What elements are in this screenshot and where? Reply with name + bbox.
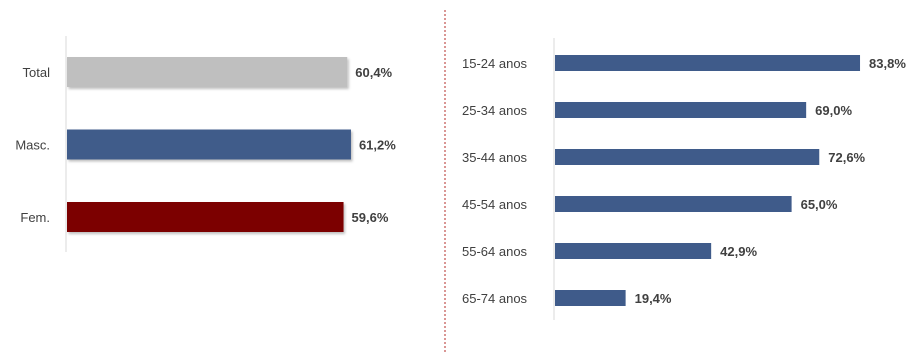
sex-category-label-masc: Masc.: [15, 138, 50, 153]
age-value-label-45-54-anos: 65,0%: [801, 197, 838, 212]
age-bar-25-34-anos: [555, 102, 807, 118]
age-value-label-55-64-anos: 42,9%: [720, 244, 757, 259]
sex-bar-total: [67, 57, 348, 87]
age-bar-35-44-anos: [555, 149, 820, 165]
age-bar-45-54-anos: [555, 196, 792, 212]
age-category-label-25-34-anos: 25-34 anos: [462, 103, 528, 118]
age-value-label-15-24-anos: 83,8%: [869, 56, 906, 71]
age-category-label-55-64-anos: 55-64 anos: [462, 244, 528, 259]
sex-bar-masc: [67, 129, 351, 160]
age-bar-15-24-anos: [555, 55, 861, 71]
sex-value-label-masc: 61,2%: [359, 138, 396, 153]
sex-category-label-fem: Fem.: [20, 210, 50, 225]
sex-value-label-fem: 59,6%: [352, 210, 389, 225]
age-bar-65-74-anos: [555, 290, 626, 306]
age-category-label-35-44-anos: 35-44 anos: [462, 150, 528, 165]
age-category-label-45-54-anos: 45-54 anos: [462, 197, 528, 212]
age-value-label-25-34-anos: 69,0%: [815, 103, 852, 118]
age-group-bar-chart: 15-24 anos 83,8% 25-34 anos 69,0% 35-44 anos…: [462, 38, 906, 320]
sex-bar-chart: Total 60,4% Masc. 61,2% Fem. 59,6%: [15, 36, 396, 252]
sex-category-label-total: Total: [23, 65, 51, 80]
sex-value-label-total: 60,4%: [355, 65, 392, 80]
age-bar-55-64-anos: [555, 243, 712, 259]
age-category-label-65-74-anos: 65-74 anos: [462, 291, 528, 306]
age-value-label-35-44-anos: 72,6%: [828, 150, 865, 165]
sex-bar-fem: [67, 202, 344, 232]
age-value-label-65-74-anos: 19,4%: [635, 291, 672, 306]
age-category-label-15-24-anos: 15-24 anos: [462, 56, 528, 71]
